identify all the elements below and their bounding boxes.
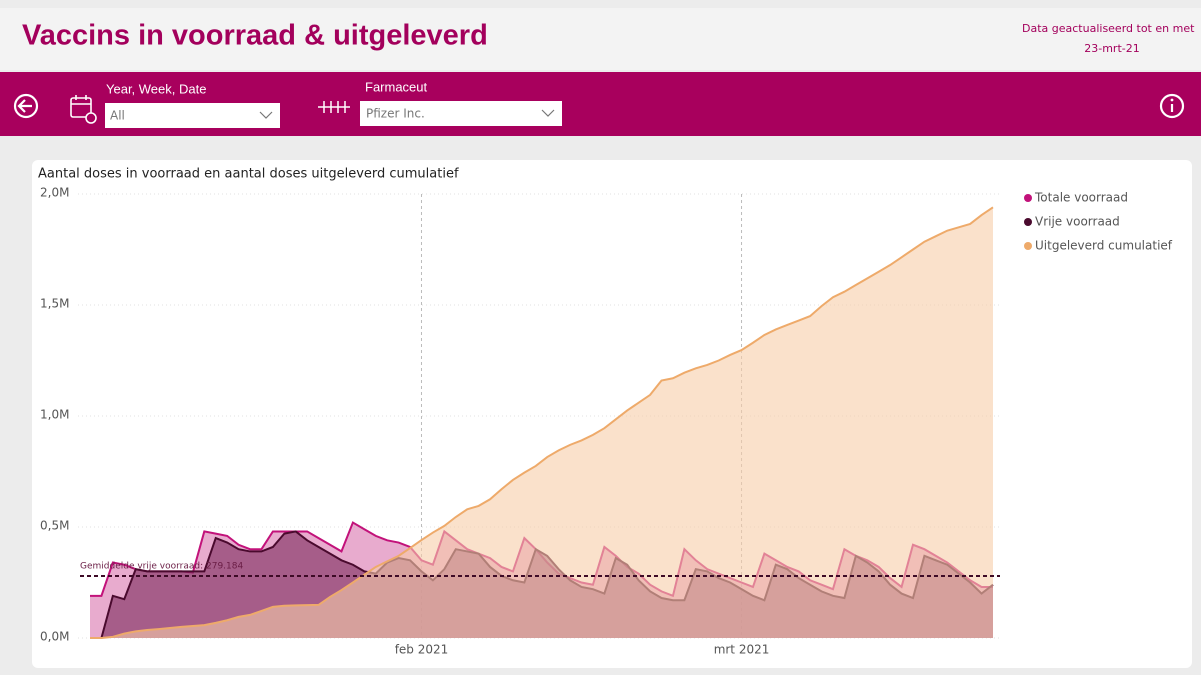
filter-label: Farmaceut — [365, 79, 428, 94]
y-tick-label: 0,0M — [40, 630, 69, 644]
y-tick-label: 0,5M — [40, 519, 69, 533]
legend-marker — [1024, 218, 1032, 226]
x-tick-label: feb 2021 — [395, 643, 449, 657]
dropdown-value: All — [110, 109, 125, 123]
plot: 0,0M 0,5M 1,0M 1,5M 2,0M feb 2021 mrt 2021 Gemi… — [40, 186, 1173, 657]
legend-marker — [1024, 242, 1032, 250]
calendar-icon — [70, 95, 97, 124]
legend-label: Totale voorraad — [1034, 191, 1128, 205]
x-tick-label: mrt 2021 — [714, 643, 770, 657]
page-title: Vaccins in voorraad & uitgeleverd — [22, 20, 488, 52]
dropdown[interactable]: Pfizer Inc. — [360, 101, 562, 126]
area-fill — [90, 207, 993, 638]
update-date: 23-mrt-21 — [1084, 42, 1139, 55]
update-label: Data geactualiseerd tot en met — [1022, 22, 1195, 35]
info-button[interactable] — [1159, 93, 1185, 119]
filter-label: Year, Week, Date — [106, 81, 206, 96]
legend-label: Vrije voorraad — [1035, 215, 1120, 229]
chart-title: Aantal doses in voorraad en aantal doses… — [38, 167, 459, 182]
y-tick-label: 1,5M — [40, 297, 69, 311]
syringe-icon — [318, 101, 350, 113]
header-band — [0, 8, 1201, 70]
area-line — [90, 206, 994, 639]
reference-label: Gemiddelde vrije voorraad: 279.184 — [80, 562, 243, 572]
y-tick-label: 2,0M — [40, 186, 69, 200]
dropdown-value: Pfizer Inc. — [366, 107, 425, 121]
y-tick-label: 1,0M — [40, 408, 69, 422]
legend-label: Uitgeleverd cumulatief — [1035, 239, 1173, 253]
dropdown[interactable]: All — [105, 103, 280, 128]
back-button[interactable] — [13, 93, 39, 119]
legend-marker — [1024, 194, 1032, 202]
